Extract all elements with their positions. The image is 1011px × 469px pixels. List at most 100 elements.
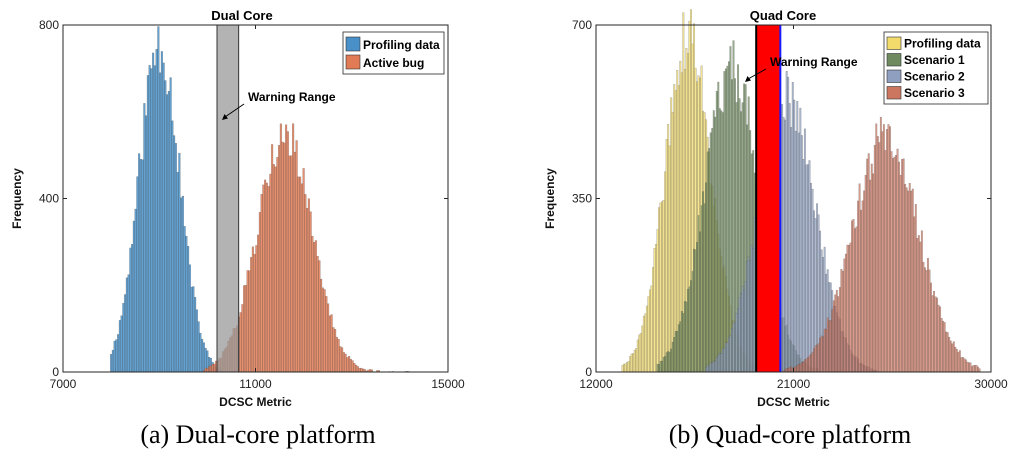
histogram-bar bbox=[946, 332, 949, 373]
histogram-bar bbox=[311, 235, 314, 373]
histogram-bar bbox=[885, 129, 888, 373]
histogram-bar bbox=[814, 345, 817, 373]
histogram-bar bbox=[744, 281, 747, 373]
histogram-bar bbox=[717, 354, 720, 373]
histogram-bar bbox=[729, 46, 732, 373]
histogram-bar bbox=[351, 360, 354, 373]
histogram-bar bbox=[729, 335, 732, 373]
histogram-bar bbox=[709, 132, 712, 373]
histogram-bar bbox=[241, 304, 244, 373]
histogram-bar bbox=[800, 135, 803, 373]
histogram-bar bbox=[781, 104, 784, 373]
histogram-bar bbox=[265, 182, 268, 373]
histogram-bar bbox=[828, 320, 831, 373]
histogram-bar bbox=[117, 334, 120, 373]
histogram-bar bbox=[838, 287, 841, 373]
histogram-bar bbox=[925, 270, 928, 373]
histogram-bar bbox=[171, 120, 174, 373]
warning-range-label: Warning Range bbox=[248, 90, 336, 104]
histogram-bar bbox=[302, 168, 305, 373]
histogram-bar bbox=[686, 288, 689, 373]
histogram-bar bbox=[279, 123, 282, 373]
histogram-bar bbox=[204, 367, 207, 373]
histogram-bar bbox=[934, 296, 937, 373]
histogram-bar bbox=[251, 246, 254, 373]
histogram-bar bbox=[309, 211, 312, 373]
histogram-bar bbox=[257, 234, 260, 373]
histogram-bar bbox=[899, 174, 902, 373]
histogram-bar bbox=[942, 320, 945, 373]
legend-entry-label: Scenario 2 bbox=[904, 70, 965, 84]
histogram-bar bbox=[647, 296, 650, 373]
histogram-bar bbox=[262, 184, 265, 373]
histogram-bar bbox=[802, 159, 805, 373]
histogram-bar bbox=[802, 362, 805, 373]
histogram-bar bbox=[920, 230, 923, 373]
histogram-bar bbox=[166, 94, 169, 373]
legend-swatch bbox=[345, 36, 361, 52]
histogram-bar bbox=[682, 313, 685, 373]
histogram-bar bbox=[972, 365, 975, 373]
histogram-bar bbox=[173, 135, 176, 373]
histogram-bar bbox=[714, 116, 717, 373]
histogram-bar bbox=[162, 62, 165, 373]
histogram-bar bbox=[726, 65, 729, 373]
histogram-bar bbox=[197, 321, 200, 373]
histogram-bar bbox=[341, 347, 344, 373]
histogram-bar bbox=[706, 364, 709, 373]
histogram-bar bbox=[283, 142, 286, 373]
chart-title: Quad Core bbox=[750, 8, 816, 23]
histogram-bar bbox=[825, 329, 828, 373]
histogram-bar bbox=[131, 244, 134, 373]
histogram-bar bbox=[788, 367, 791, 373]
histogram-bar bbox=[844, 253, 847, 373]
histogram-bar bbox=[239, 312, 242, 373]
histogram-bar bbox=[213, 363, 216, 373]
histogram-bar bbox=[808, 160, 811, 373]
histogram-bar bbox=[110, 354, 113, 373]
histogram-bar bbox=[621, 365, 624, 373]
histogram-bar bbox=[281, 141, 284, 373]
histogram-bar bbox=[659, 360, 662, 373]
histogram-bar bbox=[902, 158, 905, 373]
histogram-bar bbox=[671, 341, 674, 373]
histogram-bar bbox=[295, 140, 298, 373]
histogram-bar bbox=[148, 65, 151, 373]
histogram-bar bbox=[928, 269, 931, 373]
x-axis-label: DCSC Metric bbox=[219, 395, 292, 409]
x-tick-label: 12000 bbox=[579, 377, 613, 391]
histogram-bar bbox=[327, 303, 330, 373]
histogram-bar bbox=[977, 366, 980, 373]
histogram-bar bbox=[712, 110, 715, 373]
warning-range-label: Warning Range bbox=[770, 55, 858, 69]
histogram-bar bbox=[648, 289, 651, 373]
histogram-bar bbox=[840, 269, 843, 373]
histogram-bar bbox=[176, 172, 179, 373]
histogram-bar bbox=[141, 159, 144, 373]
histogram-bar bbox=[813, 210, 815, 373]
histogram-bar bbox=[188, 264, 191, 373]
histogram-bar bbox=[638, 334, 641, 373]
histogram-bar bbox=[743, 289, 746, 373]
histogram-bar bbox=[253, 253, 256, 373]
histogram-bar bbox=[676, 70, 679, 373]
histogram-bar bbox=[661, 201, 664, 373]
histogram-bar bbox=[936, 297, 939, 373]
histogram-bar bbox=[169, 77, 172, 373]
histogram-bar bbox=[691, 271, 694, 373]
histogram-bar bbox=[136, 176, 139, 373]
y-axis-label: Frequency bbox=[10, 168, 24, 229]
histogram-bar bbox=[813, 348, 815, 373]
histogram-bar bbox=[321, 287, 324, 373]
histogram-bar bbox=[243, 285, 246, 373]
histogram-bar bbox=[313, 242, 316, 373]
histogram-bar bbox=[740, 293, 743, 373]
histogram-bar bbox=[926, 257, 929, 373]
histogram-bar bbox=[335, 336, 338, 373]
histogram-bar bbox=[685, 301, 688, 373]
histogram-bar bbox=[887, 124, 890, 373]
histogram-bar bbox=[916, 238, 919, 373]
histogram-bar bbox=[623, 363, 626, 373]
histogram-bar bbox=[732, 323, 735, 373]
